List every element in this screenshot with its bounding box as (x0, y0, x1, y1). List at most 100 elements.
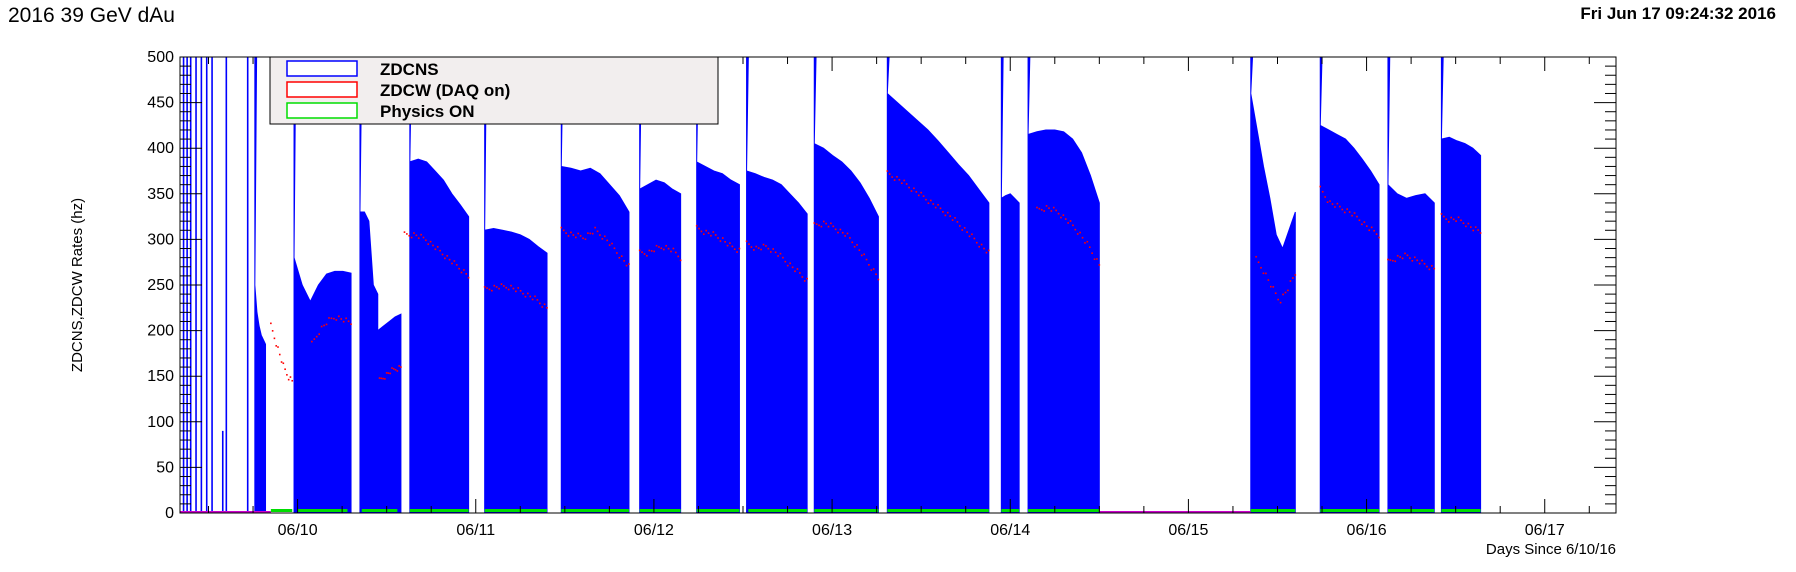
zdcw-point (385, 372, 388, 374)
zdcw-point (271, 330, 274, 332)
zdcw-point (284, 368, 286, 371)
zdcw-point (422, 236, 425, 239)
zdcw-point (436, 246, 439, 248)
zdcw-point (1081, 236, 1084, 239)
zdcw-point (1329, 200, 1331, 202)
physics-on-bar (639, 509, 681, 512)
zdcw-point (868, 264, 870, 266)
legend-swatch (286, 60, 358, 77)
zdcw-point (641, 251, 643, 253)
zdcw-point (695, 224, 698, 227)
physics-on-bar (409, 509, 469, 512)
zdcw-point (1396, 254, 1399, 257)
zdcw-point (335, 319, 338, 321)
zdcw-point (1443, 215, 1445, 218)
physics-on-bar (814, 509, 879, 512)
physics-on-bar (561, 509, 629, 512)
zdcw-point (815, 223, 818, 226)
zdcw-point (799, 272, 801, 274)
zdcw-point (966, 231, 968, 233)
zdcw-point (1445, 218, 1448, 221)
physics-on-bar (1441, 509, 1481, 512)
zdcw-point (932, 203, 935, 205)
zdcw-point (330, 317, 333, 320)
zdcw-point (1096, 258, 1098, 260)
zdcns-band (639, 56, 682, 514)
zdcw-point (328, 317, 330, 319)
zdcw-point (677, 255, 680, 258)
zdcw-point (705, 229, 707, 232)
zdcw-point (432, 244, 434, 247)
zdcw-point (653, 250, 655, 253)
zdcw-point (858, 249, 861, 251)
zdcw-point (591, 232, 594, 235)
zdcw-point (898, 179, 901, 181)
y-tick-label: 200 (147, 323, 174, 340)
zdcw-point (731, 245, 734, 248)
zdcw-point (1270, 285, 1272, 288)
zdcw-point (796, 268, 799, 270)
zdcw-point (849, 237, 851, 239)
zdcw-point (1426, 265, 1428, 268)
zdcw-point (872, 268, 875, 270)
zdcw-point (856, 244, 858, 246)
zdcw-point (1265, 272, 1267, 275)
zdcw-point (791, 266, 794, 269)
zdcw-point (531, 298, 534, 301)
zdcw-point (1365, 225, 1368, 227)
zdcw-point (1469, 226, 1472, 228)
physics-on-layer (270, 509, 1481, 512)
zdcw-point (529, 295, 532, 298)
zdcw-point (937, 203, 939, 206)
zdcw-point (539, 302, 541, 305)
zdcw-point (420, 233, 422, 236)
zdcw-point (618, 256, 621, 259)
zdcw-point (415, 234, 418, 237)
zdcw-point (717, 237, 719, 239)
zdcw-point (448, 258, 451, 261)
zdcw-point (767, 247, 770, 250)
zdcw-point (451, 262, 453, 265)
zdcw-point (1287, 289, 1289, 292)
zdcw-point (410, 236, 413, 239)
legend-swatch (286, 81, 358, 98)
legend-swatch (286, 102, 358, 119)
zdcw-point (517, 287, 520, 289)
zdcw-point (875, 273, 877, 276)
zdcw-point (865, 258, 868, 261)
zdcw-point (841, 231, 844, 234)
zdcw-point (710, 234, 712, 237)
zdcw-point (519, 289, 522, 292)
zdcw-point (1045, 205, 1048, 207)
zdcw-point (277, 346, 279, 348)
zdcw-point (971, 233, 973, 236)
zdcw-point (667, 247, 670, 250)
zdcns-band (560, 56, 630, 514)
zdcw-point (638, 249, 641, 252)
physics-on-bar (1028, 509, 1100, 512)
zdcw-point (782, 256, 784, 259)
zdcns-band (886, 56, 990, 514)
zdcw-point (524, 295, 527, 298)
zdcw-point (1040, 209, 1043, 211)
zdcw-point (512, 287, 515, 290)
zdcw-point (608, 244, 611, 246)
zdcw-point (827, 225, 830, 228)
zdcw-point (483, 286, 486, 288)
x-tick-label: 06/10 (278, 522, 318, 539)
zdcw-point (658, 246, 660, 248)
zdcw-point (333, 317, 335, 320)
zdcw-point (413, 232, 415, 234)
zdcw-point (961, 229, 964, 231)
zdcw-point (944, 214, 947, 217)
physics-on-bar (270, 509, 293, 512)
zdcw-point (1368, 229, 1371, 232)
zdcw-point (577, 232, 579, 235)
physics-on-bar (887, 509, 989, 512)
zdcw-point (1423, 262, 1426, 265)
zdcw-point (1341, 208, 1344, 211)
zdcw-point (1060, 216, 1062, 219)
zdcw-point (1358, 219, 1361, 222)
zdcw-point (757, 247, 760, 249)
